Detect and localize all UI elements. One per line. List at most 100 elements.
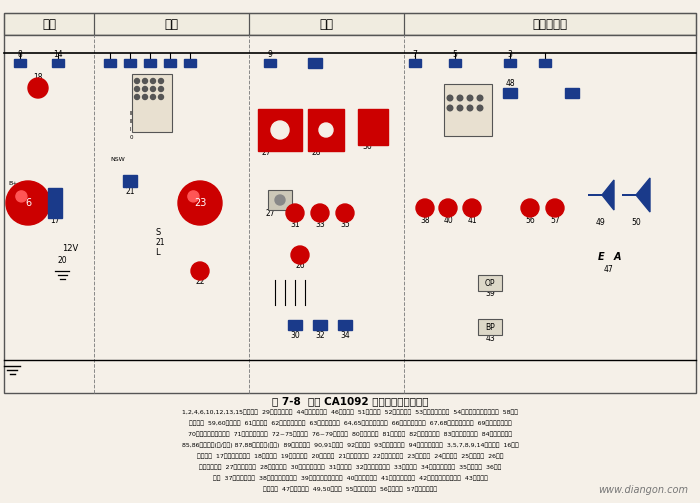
Bar: [52, 59, 64, 67]
Circle shape: [546, 199, 564, 217]
Circle shape: [150, 95, 155, 100]
Circle shape: [477, 95, 483, 101]
Circle shape: [271, 121, 289, 139]
Text: 报警开关  47一喇叭按钮  49,50一喇叭  55一倒车灯开关  56一倒车灯  57一倒车蜂鸣器: 报警开关 47一喇叭按钮 49,50一喇叭 55一倒车灯开关 56一倒车灯 57…: [263, 486, 437, 491]
Text: 35: 35: [340, 219, 350, 228]
Bar: [504, 59, 516, 67]
Bar: [249, 13, 404, 35]
Text: 27: 27: [265, 209, 274, 218]
Circle shape: [275, 195, 285, 205]
Circle shape: [447, 95, 453, 101]
Text: L: L: [155, 248, 160, 257]
Polygon shape: [588, 180, 614, 210]
Text: 12V: 12V: [62, 244, 78, 253]
Bar: [124, 59, 136, 67]
Circle shape: [143, 87, 148, 92]
Text: 19: 19: [150, 118, 160, 127]
Text: 40: 40: [443, 215, 453, 224]
Circle shape: [447, 105, 453, 111]
Text: 1,2,4,6,10,12,13,15一熔断器  29一工作等插座  44一收放机天线  46一扬声器  51一点燃器  52一暖风电机  53一暖风电机开关 : 1,2,4,6,10,12,13,15一熔断器 29一工作等插座 44一收放机天…: [182, 409, 518, 414]
Text: 5: 5: [453, 49, 457, 58]
Text: 32: 32: [315, 331, 325, 341]
Text: F: F: [8, 194, 12, 199]
Text: www.diangon.com: www.diangon.com: [598, 485, 688, 495]
Circle shape: [143, 95, 148, 100]
Text: 31: 31: [290, 219, 300, 228]
Text: 34: 34: [340, 331, 350, 341]
Text: 21: 21: [155, 238, 164, 247]
Text: 流发电机  17一晶体管调节器  18一电流表  19一点火开关  20一蓄电池  21一组合继电器  22一充电指示灯  23一起动机  24一火花塞  25: 流发电机 17一晶体管调节器 18一电流表 19一点火开关 20一蓄电池 21一…: [197, 453, 503, 459]
Text: II: II: [130, 119, 133, 124]
Circle shape: [28, 78, 48, 98]
Bar: [478, 275, 502, 291]
Circle shape: [143, 78, 148, 83]
Circle shape: [178, 181, 222, 225]
Circle shape: [158, 87, 164, 92]
Text: E: E: [598, 252, 605, 262]
Bar: [4, 13, 696, 35]
Bar: [94, 13, 249, 35]
Text: 动灯开关  59,60一制动灯  61一闪光灯  62一危险报警开关  63一转向灯开关  64,65一左转向信号灯  66一左转向指示灯  67,68一右转向: 动灯开关 59,60一制动灯 61一闪光灯 62一危险报警开关 63一转向灯开关…: [188, 420, 512, 426]
Text: I: I: [130, 127, 132, 132]
Polygon shape: [622, 178, 650, 212]
Text: 47: 47: [603, 265, 613, 274]
Circle shape: [439, 199, 457, 217]
Text: 14: 14: [53, 49, 63, 58]
Bar: [539, 59, 551, 67]
Bar: [258, 109, 302, 151]
Text: 28: 28: [312, 148, 321, 157]
Text: 22: 22: [195, 278, 204, 287]
Text: 50: 50: [631, 218, 641, 227]
Text: 43: 43: [485, 334, 495, 343]
Circle shape: [134, 95, 139, 100]
Text: III: III: [130, 111, 135, 116]
Circle shape: [150, 87, 155, 92]
Circle shape: [336, 204, 354, 222]
Text: 57: 57: [550, 215, 560, 224]
Circle shape: [6, 181, 50, 225]
Text: 26: 26: [295, 262, 304, 271]
Circle shape: [311, 204, 329, 222]
Bar: [268, 190, 292, 210]
Bar: [308, 109, 344, 151]
Bar: [565, 88, 579, 98]
Text: BP: BP: [485, 322, 495, 331]
Bar: [338, 320, 352, 330]
Text: 48: 48: [505, 78, 514, 88]
Circle shape: [16, 191, 27, 202]
Text: 33: 33: [315, 219, 325, 228]
Text: 37: 37: [465, 123, 475, 132]
Bar: [308, 58, 322, 68]
Bar: [449, 59, 461, 67]
Text: N: N: [8, 207, 13, 212]
Circle shape: [291, 246, 309, 264]
Bar: [264, 59, 276, 67]
Text: 23: 23: [194, 198, 206, 208]
Bar: [478, 319, 502, 335]
Text: 9: 9: [267, 49, 272, 58]
Circle shape: [286, 204, 304, 222]
Bar: [132, 74, 172, 132]
Bar: [48, 188, 62, 218]
Text: 30: 30: [290, 331, 300, 341]
Text: 3: 3: [508, 49, 512, 58]
Circle shape: [134, 87, 139, 92]
Text: 火信号发生器  27一点火控制器  28一点火线圈  30一油压表传感器  31一油压表  32一燃油表传感器  33一燃油表  34一水温表传感器  35一水: 火信号发生器 27一点火控制器 28一点火线圈 30一油压表传感器 31一油压表…: [199, 464, 501, 470]
Text: OP: OP: [484, 279, 496, 288]
Circle shape: [150, 78, 155, 83]
Circle shape: [463, 199, 481, 217]
Bar: [313, 320, 327, 330]
Circle shape: [416, 199, 434, 217]
Circle shape: [188, 191, 199, 202]
Text: 7: 7: [412, 49, 417, 58]
Bar: [503, 88, 517, 98]
Bar: [14, 59, 26, 67]
Text: 起动: 起动: [164, 18, 178, 31]
Bar: [144, 59, 156, 67]
Bar: [444, 84, 492, 136]
Text: 电源: 电源: [42, 18, 56, 31]
Bar: [184, 59, 196, 67]
Text: 8: 8: [18, 49, 22, 58]
Bar: [409, 59, 421, 67]
Circle shape: [158, 95, 164, 100]
